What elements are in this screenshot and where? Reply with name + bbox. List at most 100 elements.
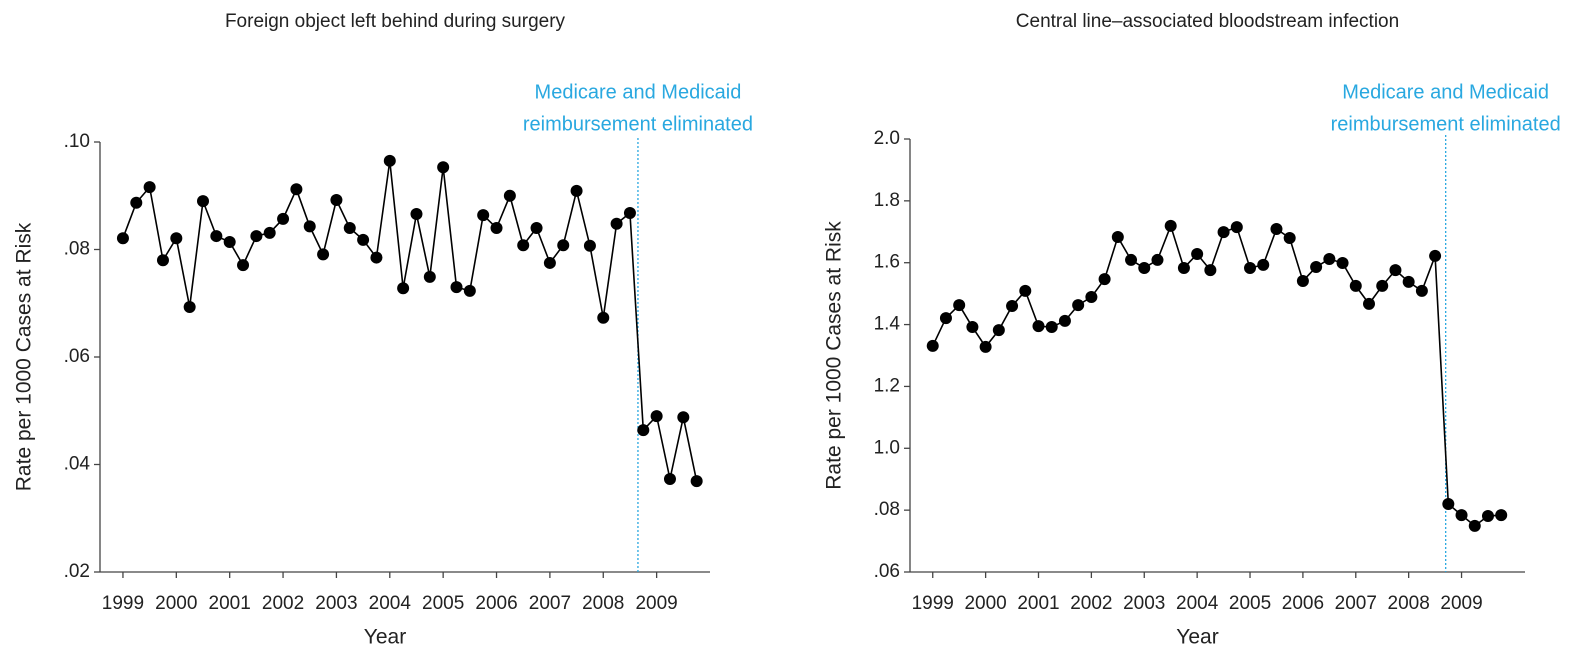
data-point — [926, 339, 939, 352]
data-point — [477, 209, 490, 222]
data-point — [1177, 261, 1190, 274]
data-point — [1481, 510, 1494, 523]
data-point — [1349, 279, 1362, 292]
data-point — [1230, 221, 1243, 234]
data-point — [437, 161, 450, 174]
y-tick-label: .08 — [874, 499, 900, 520]
annotation-text: Medicare and Medicaid — [1342, 81, 1549, 103]
data-point — [623, 206, 636, 219]
y-tick-label: 1.6 — [874, 252, 900, 273]
data-point — [1495, 509, 1508, 522]
x-tick-label: 2003 — [1123, 593, 1165, 614]
data-point — [939, 312, 952, 325]
data-point — [1072, 299, 1085, 312]
data-point — [490, 222, 503, 234]
annotation-text: reimbursement eliminated — [1331, 113, 1561, 135]
x-tick-label: 2001 — [1017, 593, 1059, 614]
x-tick-label: 2009 — [635, 593, 677, 614]
data-point — [570, 184, 583, 197]
data-point — [1402, 275, 1415, 288]
data-point — [143, 181, 156, 194]
data-point — [277, 212, 290, 225]
x-tick-label: 2008 — [1388, 593, 1430, 614]
y-tick-label: 1.0 — [874, 437, 900, 458]
x-tick-label: 2005 — [422, 593, 464, 614]
x-axis-label: Year — [1176, 626, 1218, 649]
x-tick-label: 2007 — [1335, 593, 1377, 614]
data-point — [170, 232, 183, 245]
chart-title: Foreign object left behind during surger… — [225, 11, 566, 32]
y-tick-label: .06 — [874, 561, 900, 582]
x-tick-label: 2000 — [155, 593, 197, 614]
data-point — [1045, 321, 1058, 334]
x-tick-label: 1999 — [912, 593, 954, 614]
data-point — [1296, 274, 1309, 287]
y-tick-label: 1.2 — [874, 375, 900, 396]
data-point — [1363, 297, 1376, 310]
data-point — [992, 324, 1005, 337]
data-point — [197, 195, 210, 208]
y-tick-label: .10 — [64, 131, 90, 152]
data-point — [370, 251, 383, 264]
data-point — [1125, 253, 1138, 266]
data-point — [1323, 253, 1336, 266]
y-tick-label: 1.4 — [874, 314, 901, 335]
data-point — [1429, 249, 1442, 262]
data-point — [423, 270, 436, 283]
data-point — [530, 222, 543, 234]
chart-title: Central line–associated bloodstream infe… — [1016, 11, 1399, 32]
data-point — [503, 189, 516, 202]
x-axis-label: Year — [364, 626, 406, 649]
data-point — [1151, 253, 1164, 266]
data-point — [1389, 264, 1402, 277]
x-tick-label: 2003 — [315, 593, 357, 614]
data-point — [156, 254, 169, 267]
data-point — [1138, 261, 1151, 274]
x-tick-label: 2001 — [209, 593, 251, 614]
x-tick-label: 2000 — [964, 593, 1006, 614]
data-point — [397, 282, 410, 295]
data-point — [1204, 264, 1217, 277]
data-point — [210, 230, 223, 243]
data-point — [1415, 284, 1428, 297]
data-point — [1006, 300, 1019, 313]
data-point — [330, 194, 343, 207]
y-tick-label: 1.8 — [874, 190, 900, 211]
data-point — [543, 256, 556, 269]
data-point — [1164, 219, 1177, 232]
data-point — [690, 475, 703, 488]
data-point — [223, 235, 236, 248]
data-point — [557, 239, 570, 252]
y-tick-label: .06 — [64, 346, 90, 367]
data-point — [130, 196, 143, 209]
y-tick-label: .04 — [64, 454, 91, 475]
data-point — [263, 226, 276, 239]
x-tick-label: 2002 — [262, 593, 304, 614]
data-point — [597, 311, 610, 324]
annotation-text: reimbursement eliminated — [523, 113, 753, 135]
data-point — [1283, 231, 1296, 244]
data-line — [932, 223, 1502, 527]
data-point — [250, 230, 263, 243]
data-line — [122, 160, 698, 482]
data-point — [1032, 320, 1045, 333]
x-tick-label: 1999 — [102, 593, 144, 614]
x-tick-label: 2004 — [1176, 593, 1219, 614]
x-tick-label: 2006 — [1282, 593, 1324, 614]
data-point — [116, 232, 129, 245]
data-point — [1111, 231, 1124, 244]
data-point — [303, 220, 316, 233]
x-tick-label: 2005 — [1229, 593, 1271, 614]
data-point — [583, 239, 596, 252]
data-point — [1191, 248, 1204, 261]
y-axis-label: Rate per 1000 Cases at Risk — [823, 221, 846, 490]
data-point — [290, 183, 303, 196]
data-point — [183, 301, 196, 314]
x-tick-label: 2009 — [1440, 593, 1482, 614]
data-point — [463, 284, 476, 297]
data-point — [1257, 258, 1270, 271]
data-point — [1270, 223, 1283, 236]
data-point — [1468, 519, 1481, 532]
